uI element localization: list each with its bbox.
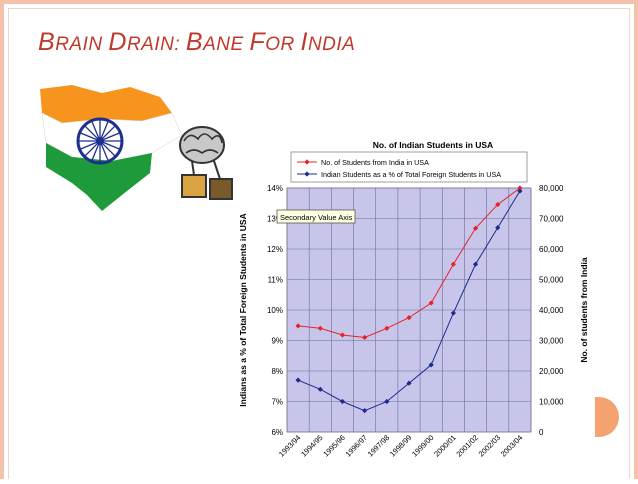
legend-box	[290, 151, 528, 183]
title-part: ANE	[203, 34, 250, 55]
data-point	[517, 185, 523, 191]
data-point	[406, 315, 412, 321]
title-part: F	[249, 28, 266, 56]
data-point	[450, 310, 456, 316]
y-tick-label: 9%	[271, 337, 283, 346]
y-tick-label: 12%	[267, 245, 283, 254]
frame-right-border	[634, 0, 638, 479]
data-point	[495, 225, 501, 231]
secondary-axis-callout: Secondary Value Axis	[276, 209, 356, 224]
title-part: OR	[265, 34, 301, 55]
y2-tick-label: 30,000	[539, 337, 564, 346]
title-part: I	[300, 28, 308, 56]
brain-suitcase-icon	[179, 126, 233, 200]
legend-swatch-marker	[304, 159, 310, 165]
y-tick-label: 14%	[267, 184, 283, 193]
data-point	[472, 261, 479, 267]
data-point	[295, 377, 301, 383]
data-point	[339, 398, 346, 405]
chart-title: No. of Indian Students in USA	[373, 140, 493, 150]
data-point	[495, 201, 501, 208]
data-point	[450, 261, 456, 267]
y2-tick-label: 80,000	[539, 184, 564, 193]
y2-tick-label: 50,000	[539, 276, 564, 285]
slide-accent-tab	[593, 397, 619, 437]
frame-inner-right-line	[629, 8, 630, 479]
y-tick-label: 13%	[267, 215, 283, 224]
data-point	[362, 334, 368, 341]
legend-swatch-marker	[304, 171, 310, 177]
y2-tick-label: 0	[539, 428, 544, 437]
title-part: D	[108, 28, 127, 56]
y-tick-label: 6%	[271, 428, 283, 437]
data-point	[517, 188, 523, 194]
y2-tick-label: 10,000	[539, 398, 564, 407]
frame-top-border	[0, 0, 638, 4]
y-tick-label: 10%	[267, 306, 283, 315]
y2-tick-label: 40,000	[539, 306, 564, 315]
data-point	[362, 408, 368, 414]
data-point	[472, 225, 479, 231]
line-chart: No. of Indian Students in USA 6% 0 7% 10,00…	[233, 132, 595, 479]
y2-tick-label: 20,000	[539, 367, 564, 376]
india-map-white	[41, 112, 183, 162]
india-map-saffron	[40, 85, 172, 123]
title-part: NDIA	[307, 34, 356, 55]
y2-tick-label: 60,000	[539, 245, 564, 254]
callout-box	[276, 209, 356, 224]
data-point	[406, 380, 412, 386]
frame-inner-left-line	[8, 8, 9, 479]
y-tick-label: 8%	[271, 367, 283, 376]
india-map-green	[46, 143, 152, 211]
title-part: B	[185, 28, 204, 56]
frame-left-border	[0, 0, 4, 479]
y2-tick-label: 70,000	[539, 215, 564, 224]
callout-text: Secondary Value Axis	[280, 213, 353, 222]
y-axis-label: Indians as a % of Total Foreign Students…	[238, 213, 248, 406]
legend-label: Indian Students as a % of Total Foreign …	[321, 170, 501, 179]
y-tick-label: 11%	[268, 276, 283, 285]
india-brain-drain-clipart	[40, 85, 233, 211]
frame-inner-top-line	[8, 8, 630, 9]
data-point	[384, 398, 390, 405]
ashoka-chakra-spokes	[78, 119, 122, 163]
y-tick-label: 7%	[271, 398, 283, 407]
slide-title: BRAIN DRAIN: BANE FOR INDIA	[38, 28, 355, 57]
title-part: RAIN	[55, 34, 109, 55]
data-point	[384, 325, 390, 331]
title-part: RAIN:	[126, 34, 186, 55]
title-part: B	[38, 28, 56, 56]
legend-label: No. of Students from India in USA	[321, 158, 429, 167]
y2-axis-label: No. of students from India	[579, 257, 589, 363]
chart-container: No. of Indian Students in USA 6% 0 7% 10,00…	[233, 132, 595, 479]
legend: No. of Students from India in USA Indian …	[290, 151, 528, 183]
